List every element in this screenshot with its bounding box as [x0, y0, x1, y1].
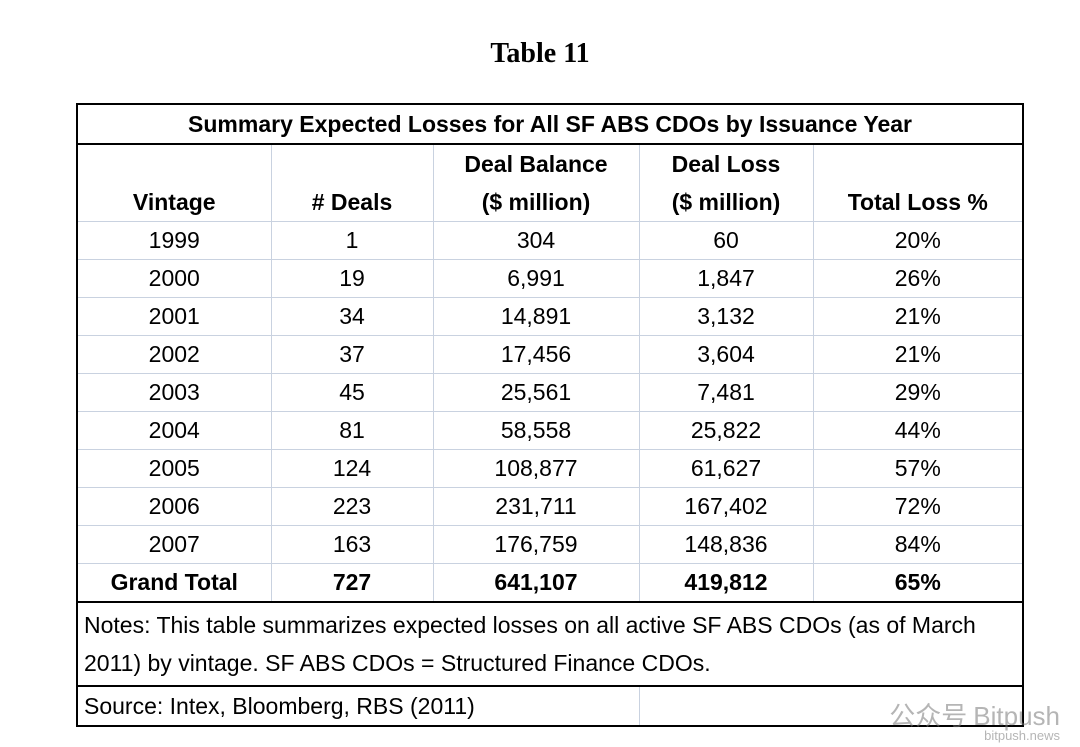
header-cell: Deal Balance ($ million): [432, 143, 640, 222]
cell: 1: [270, 221, 434, 260]
data-row: 2002 37 17,456 3,604 21%: [76, 335, 1024, 374]
header-cell: Deal Loss ($ million): [638, 143, 814, 222]
data-row: 2000 19 6,991 1,847 26%: [76, 259, 1024, 298]
cell: 44%: [812, 411, 1024, 450]
cell: 81: [270, 411, 434, 450]
header-line: Vintage: [132, 189, 216, 215]
cell: 167,402: [638, 487, 814, 526]
cell: 25,561: [432, 373, 640, 412]
header-cell: # Deals: [270, 143, 434, 222]
data-row: 2005 124 108,877 61,627 57%: [76, 449, 1024, 488]
cell: 17,456: [432, 335, 640, 374]
total-cell: 727: [270, 563, 434, 603]
header-cell: Total Loss %: [812, 143, 1024, 222]
watermark-text: Bitpush: [973, 701, 1060, 731]
table-body: Summary Expected Losses for All SF ABS C…: [76, 103, 1024, 726]
cell: 19: [270, 259, 434, 298]
cell: 37: [270, 335, 434, 374]
notes-row: Notes: This table summarizes expected lo…: [76, 601, 1024, 687]
cell: 21%: [812, 297, 1024, 336]
cell: 2004: [76, 411, 272, 450]
source-row: Source: Intex, Bloomberg, RBS (2011): [76, 685, 1024, 726]
header-line: ($ million): [481, 189, 591, 215]
cell: 29%: [812, 373, 1024, 412]
total-cell: 641,107: [432, 563, 640, 603]
watermark-text: bitpush.news: [984, 728, 1060, 743]
data-row: 2006 223 231,711 167,402 72%: [76, 487, 1024, 526]
cell: 58,558: [432, 411, 640, 450]
cell: 84%: [812, 525, 1024, 564]
data-row: 1999 1 304 60 20%: [76, 221, 1024, 260]
cell: 1999: [76, 221, 272, 260]
cell: 57%: [812, 449, 1024, 488]
watermark: 公众号 Bitpush bitpush.news: [883, 696, 1060, 743]
header-line: Total Loss %: [847, 189, 988, 215]
cell: 34: [270, 297, 434, 336]
cell: 1,847: [638, 259, 814, 298]
cell: 45: [270, 373, 434, 412]
cell: 2002: [76, 335, 272, 374]
cell: 163: [270, 525, 434, 564]
table: Summary Expected Losses for All SF ABS C…: [76, 103, 1025, 727]
header-line: Deal Loss: [671, 151, 781, 177]
cell: 2006: [76, 487, 272, 526]
cell: 2001: [76, 297, 272, 336]
header-line: Deal Balance: [464, 151, 608, 177]
cell: 148,836: [638, 525, 814, 564]
total-cell: 65%: [812, 563, 1024, 603]
header-line: # Deals: [311, 189, 393, 215]
cell: 304: [432, 221, 640, 260]
cell: 7,481: [638, 373, 814, 412]
cell: 61,627: [638, 449, 814, 488]
cell: 231,711: [432, 487, 640, 526]
header-cell: Vintage: [76, 143, 272, 222]
cell: 124: [270, 449, 434, 488]
table-caption: Summary Expected Losses for All SF ABS C…: [76, 103, 1024, 145]
cell: 108,877: [432, 449, 640, 488]
cell: 60: [638, 221, 814, 260]
cell: 176,759: [432, 525, 640, 564]
cell: 223: [270, 487, 434, 526]
caption-row: Summary Expected Losses for All SF ABS C…: [76, 103, 1024, 145]
cell: 2005: [76, 449, 272, 488]
table-title: Table 11: [490, 38, 590, 69]
cell: 25,822: [638, 411, 814, 450]
cell: 2003: [76, 373, 272, 412]
total-row: Grand Total 727 641,107 419,812 65%: [76, 563, 1024, 603]
header-line: ($ million): [671, 189, 781, 215]
cell: 2007: [76, 525, 272, 564]
cell: 3,604: [638, 335, 814, 374]
notes: Notes: This table summarizes expected lo…: [76, 601, 1024, 687]
cell: 2000: [76, 259, 272, 298]
cell: 14,891: [432, 297, 640, 336]
data-row: 2007 163 176,759 148,836 84%: [76, 525, 1024, 564]
total-cell: 419,812: [638, 563, 814, 603]
cell: 21%: [812, 335, 1024, 374]
data-row: 2004 81 58,558 25,822 44%: [76, 411, 1024, 450]
data-row: 2003 45 25,561 7,481 29%: [76, 373, 1024, 412]
header-row: Vintage # Deals Deal Balance ($ million) Dea…: [76, 143, 1024, 222]
cell: 72%: [812, 487, 1024, 526]
cell: 20%: [812, 221, 1024, 260]
cell: 6,991: [432, 259, 640, 298]
total-cell: Grand Total: [76, 563, 272, 603]
empty-cell: [638, 685, 1024, 726]
cell: 26%: [812, 259, 1024, 298]
cell: 3,132: [638, 297, 814, 336]
data-row: 2001 34 14,891 3,132 21%: [76, 297, 1024, 336]
source: Source: Intex, Bloomberg, RBS (2011): [76, 685, 640, 726]
watermark-text: 公众号: [889, 701, 968, 731]
